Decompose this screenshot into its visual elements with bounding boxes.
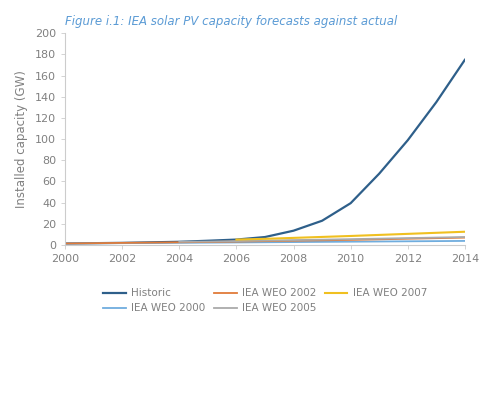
Historic <box>290 228 296 233</box>
Historic <box>176 239 182 244</box>
Historic <box>405 138 411 143</box>
Historic <box>91 241 97 246</box>
Line: IEA WEO 2007: IEA WEO 2007 <box>237 210 494 240</box>
IEA WEO 2005 <box>205 239 211 244</box>
IEA WEO 2007 <box>262 236 268 241</box>
IEA WEO 2000 <box>205 240 211 245</box>
Legend: Historic, IEA WEO 2000, IEA WEO 2002, IEA WEO 2005, IEA WEO 2007: Historic, IEA WEO 2000, IEA WEO 2002, IE… <box>99 284 431 318</box>
IEA WEO 2000 <box>348 239 354 244</box>
Line: IEA WEO 2000: IEA WEO 2000 <box>65 238 494 244</box>
Text: Figure i.1: IEA solar PV capacity forecasts against actual: Figure i.1: IEA solar PV capacity foreca… <box>65 15 397 28</box>
IEA WEO 2000 <box>62 241 68 246</box>
IEA WEO 2002 <box>348 238 354 242</box>
Historic <box>234 237 240 242</box>
Historic <box>376 171 382 176</box>
Line: IEA WEO 2002: IEA WEO 2002 <box>65 226 494 244</box>
Historic <box>433 100 439 104</box>
Historic <box>462 57 468 62</box>
IEA WEO 2007 <box>348 234 354 238</box>
Line: Historic: Historic <box>65 60 465 244</box>
Historic <box>262 235 268 240</box>
IEA WEO 2005 <box>176 239 182 244</box>
IEA WEO 2005 <box>491 234 494 239</box>
IEA WEO 2005 <box>348 237 354 242</box>
Historic <box>62 241 68 246</box>
IEA WEO 2002 <box>62 241 68 246</box>
IEA WEO 2000 <box>491 238 494 243</box>
Line: IEA WEO 2005: IEA WEO 2005 <box>179 228 494 242</box>
IEA WEO 2007 <box>491 228 494 233</box>
Historic <box>119 240 125 245</box>
Historic <box>319 218 325 223</box>
IEA WEO 2002 <box>491 235 494 240</box>
Historic <box>148 240 154 245</box>
Y-axis label: Installed capacity (GW): Installed capacity (GW) <box>15 70 28 208</box>
IEA WEO 2002 <box>205 240 211 244</box>
Historic <box>205 238 211 243</box>
Historic <box>348 201 354 206</box>
IEA WEO 2007 <box>234 237 240 242</box>
